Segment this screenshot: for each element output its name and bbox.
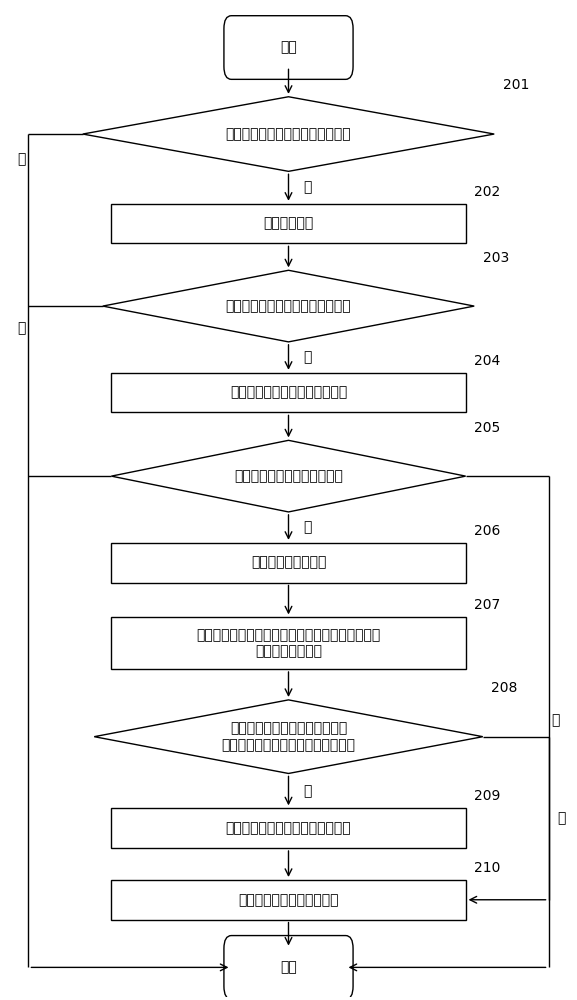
Text: 205: 205 bbox=[474, 421, 500, 435]
Polygon shape bbox=[103, 270, 474, 342]
Text: 当终端的姿态数据的变化量大于第一预设值时，监
测终端的失重数据: 当终端的姿态数据的变化量大于第一预设值时，监 测终端的失重数据 bbox=[196, 628, 381, 658]
Text: 监测终端的姿态数据: 监测终端的姿态数据 bbox=[251, 556, 326, 570]
Bar bbox=[111, 880, 466, 920]
Text: 结束: 结束 bbox=[280, 960, 297, 974]
Polygon shape bbox=[94, 700, 483, 773]
Text: 210: 210 bbox=[474, 861, 501, 875]
Bar bbox=[111, 204, 466, 243]
Text: 208: 208 bbox=[492, 681, 518, 695]
Text: 207: 207 bbox=[474, 598, 500, 612]
Bar bbox=[111, 373, 466, 412]
Polygon shape bbox=[83, 97, 494, 171]
Text: 否: 否 bbox=[17, 152, 26, 166]
Text: 是: 是 bbox=[303, 520, 311, 534]
Text: 是: 是 bbox=[303, 350, 311, 364]
Text: 204: 204 bbox=[474, 354, 500, 368]
Text: 测量终端与最近物体之间的距离: 测量终端与最近物体之间的距离 bbox=[230, 386, 347, 400]
Text: 201: 201 bbox=[503, 78, 529, 92]
Text: 206: 206 bbox=[474, 524, 501, 538]
Text: 203: 203 bbox=[483, 251, 509, 265]
FancyBboxPatch shape bbox=[224, 936, 353, 999]
Bar bbox=[111, 808, 466, 848]
Text: 判断终端的屏幕是否处于灭屏状态: 判断终端的屏幕是否处于灭屏状态 bbox=[226, 127, 351, 141]
Text: 否: 否 bbox=[17, 321, 26, 335]
Text: 判断距离是否小于第三预设值: 判断距离是否小于第三预设值 bbox=[234, 469, 343, 483]
Text: 当终端的失重数据发生变化时，
判断终端的提示方式是否为响铃模式: 当终端的失重数据发生变化时， 判断终端的提示方式是否为响铃模式 bbox=[222, 722, 355, 752]
Text: 判断环境亮度是否小于第二预设值: 判断环境亮度是否小于第二预设值 bbox=[226, 299, 351, 313]
Bar bbox=[111, 617, 466, 669]
Text: 否: 否 bbox=[552, 713, 560, 727]
Text: 开始: 开始 bbox=[280, 41, 297, 55]
Text: 202: 202 bbox=[474, 185, 500, 199]
Text: 将终端的提示方式切换至响铃模式: 将终端的提示方式切换至响铃模式 bbox=[226, 821, 351, 835]
Polygon shape bbox=[111, 440, 466, 512]
Text: 是: 是 bbox=[557, 811, 565, 825]
Text: 在响铃模式下输出报警信息: 在响铃模式下输出报警信息 bbox=[238, 893, 339, 907]
Text: 否: 否 bbox=[303, 784, 311, 798]
Text: 是: 是 bbox=[303, 180, 311, 194]
Text: 获取环境亮度: 获取环境亮度 bbox=[263, 217, 314, 231]
Bar bbox=[111, 543, 466, 583]
FancyBboxPatch shape bbox=[224, 16, 353, 79]
Text: 209: 209 bbox=[474, 789, 501, 803]
